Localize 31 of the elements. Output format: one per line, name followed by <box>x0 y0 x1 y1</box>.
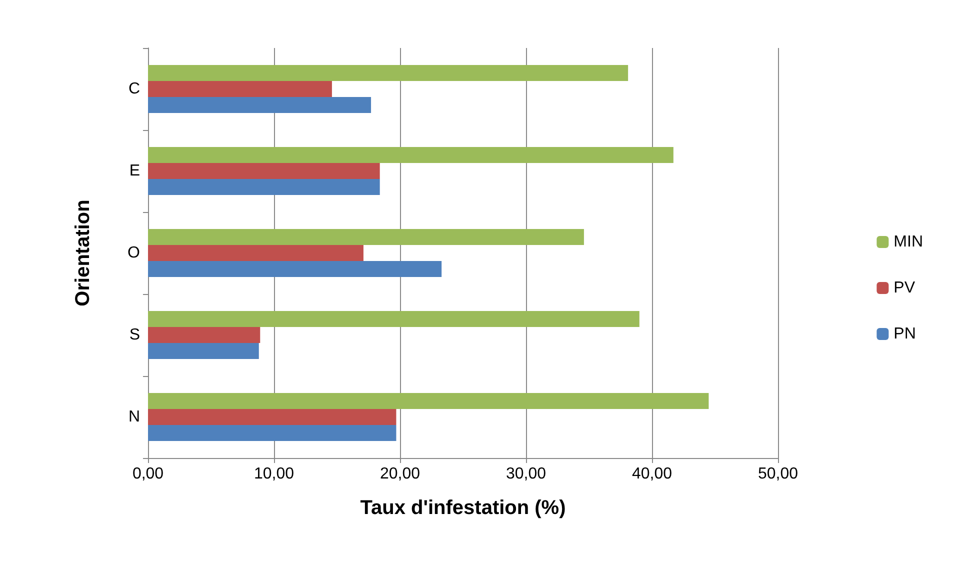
bar <box>148 425 396 441</box>
bar <box>148 147 674 163</box>
x-tick-label: 0,00 <box>132 466 164 482</box>
x-tick-label: 50,00 <box>758 466 798 482</box>
bar <box>148 409 396 425</box>
legend-label: PV <box>894 280 916 296</box>
y-tick-label: C <box>128 80 140 98</box>
y-tick-label: S <box>129 326 140 344</box>
bar <box>148 327 260 343</box>
legend-label: MIN <box>894 234 923 250</box>
y-axis-title: Orientation <box>72 200 94 306</box>
x-tick-label: 20,00 <box>380 466 420 482</box>
x-tick-label: 10,00 <box>254 466 294 482</box>
bar <box>148 311 640 327</box>
legend-label: PN <box>894 326 916 342</box>
bar <box>148 245 364 261</box>
x-tick-label: 30,00 <box>506 466 546 482</box>
bar <box>148 163 380 179</box>
bar <box>148 97 372 113</box>
y-tick-label: E <box>129 162 140 180</box>
x-tick-label: 40,00 <box>632 466 672 482</box>
bar <box>148 65 628 81</box>
bar <box>148 343 259 359</box>
x-axis-title: Taux d'infestation (%) <box>360 497 566 519</box>
bar <box>148 229 584 245</box>
bar <box>148 261 442 277</box>
bar <box>148 179 380 195</box>
y-tick-label: O <box>128 244 140 262</box>
bar <box>148 81 332 97</box>
bar <box>148 393 709 409</box>
y-tick-label: N <box>128 408 140 426</box>
